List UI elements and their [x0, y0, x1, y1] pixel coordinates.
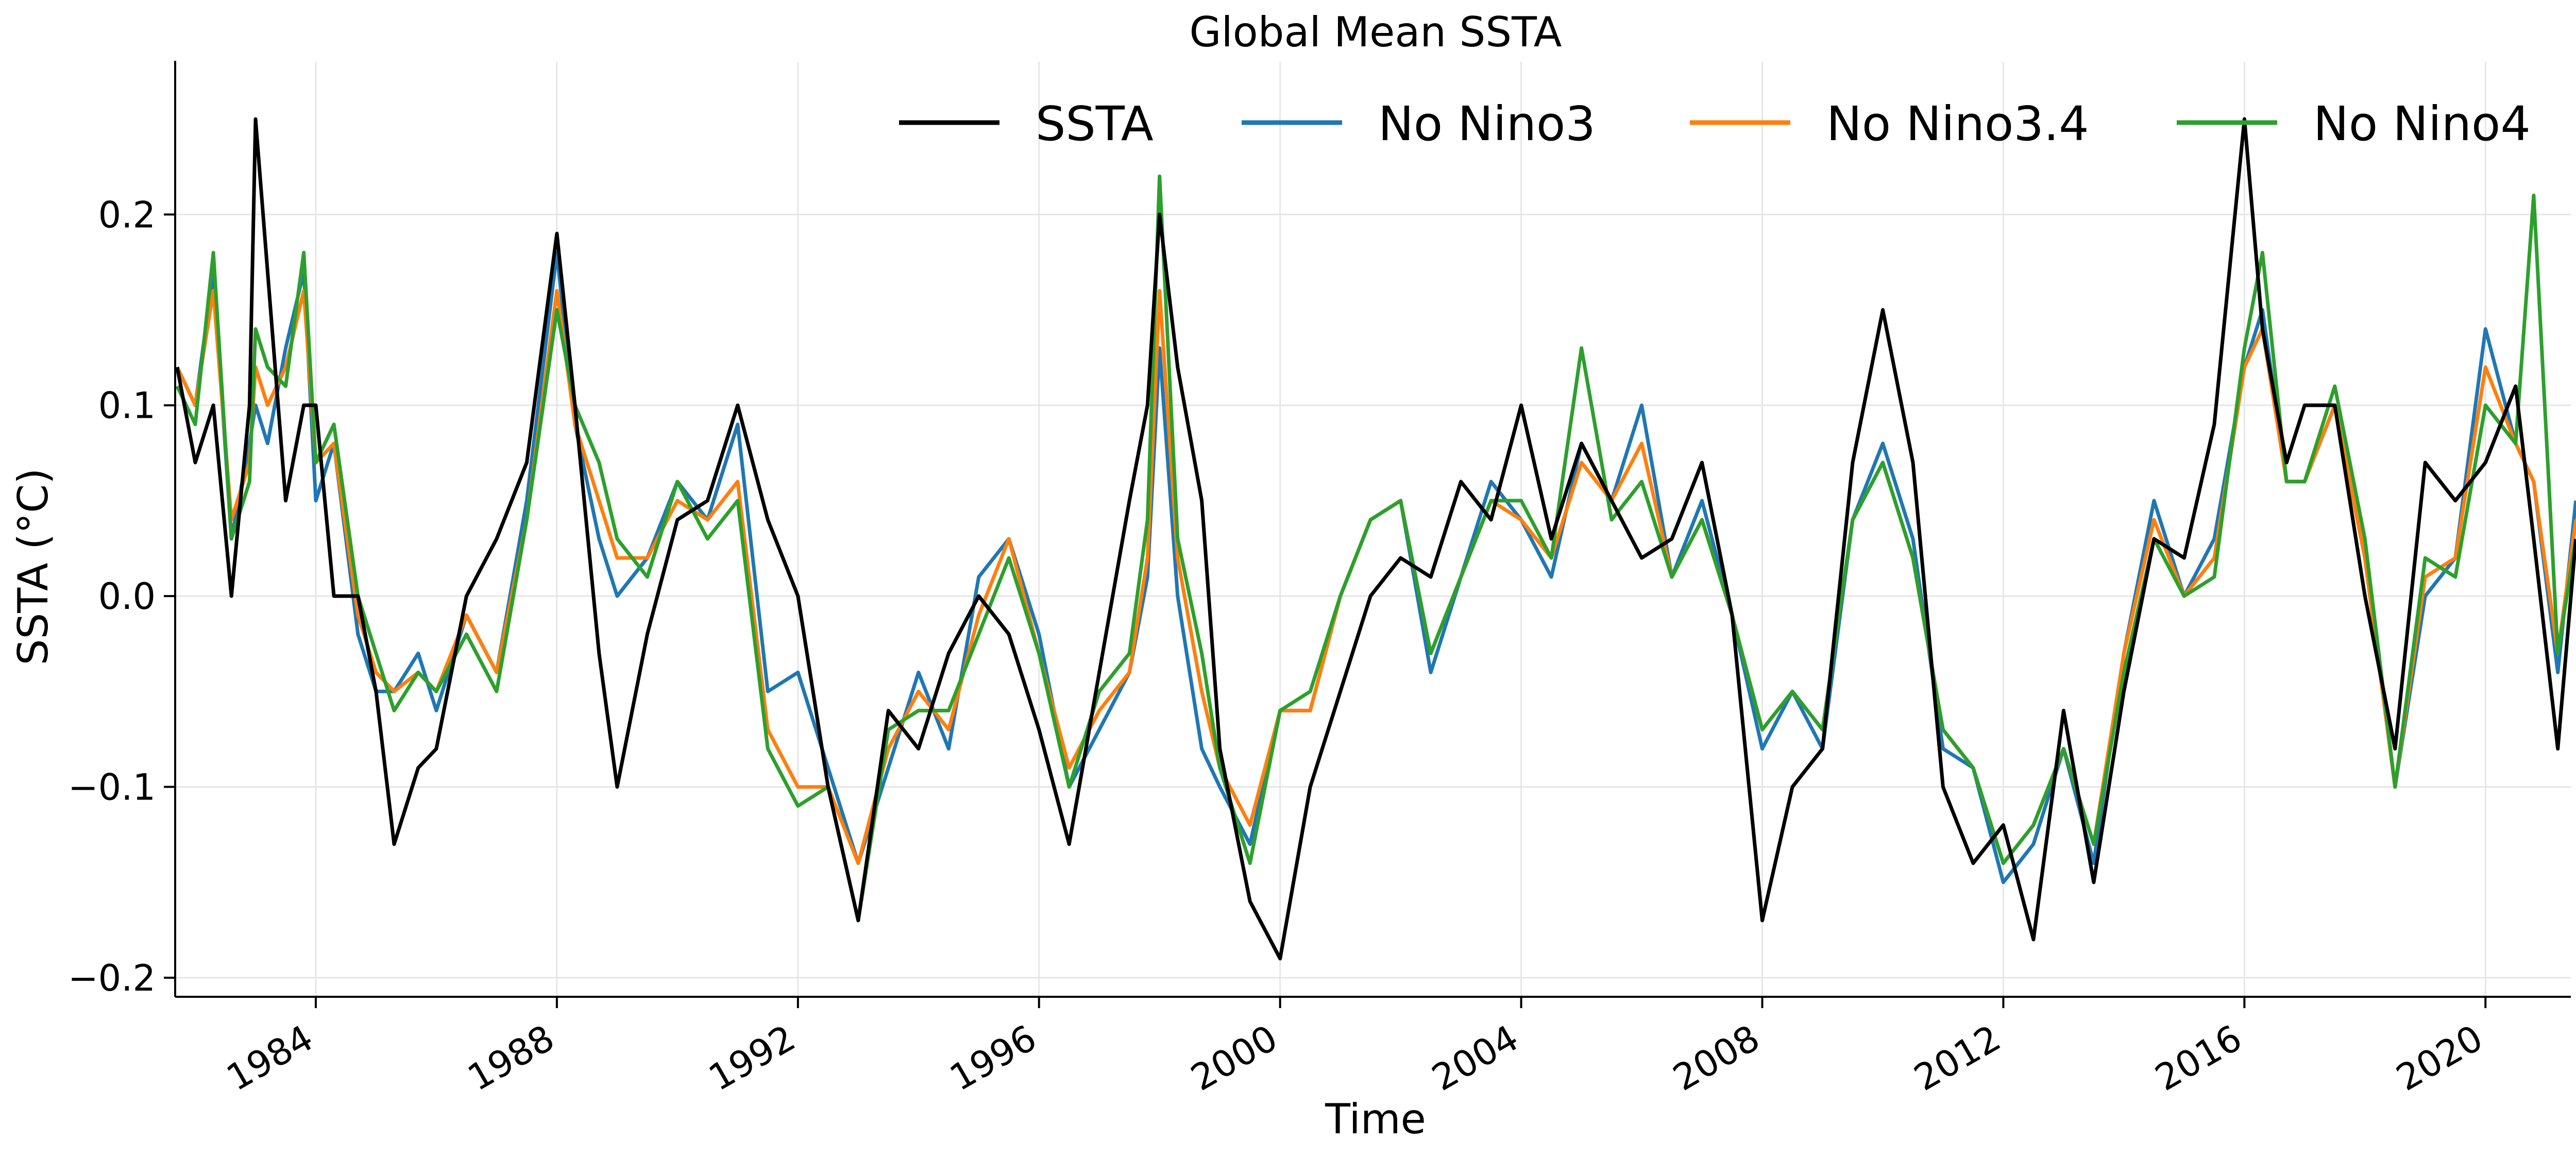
y-tick-label: −0.2: [68, 957, 156, 999]
y-tick-label: 0.1: [98, 385, 156, 427]
x-tick-label: 2020: [2389, 1017, 2489, 1099]
x-axis-label: Time: [1325, 1095, 1426, 1143]
series-line-ssta: [175, 117, 2576, 961]
x-tick-label: 1992: [702, 1017, 802, 1099]
legend: SSTA No Nino3 No Nino3.4 No Nino4: [899, 96, 2531, 151]
x-tick-label: 1988: [461, 1017, 561, 1099]
legend-label-no-nino3-4: No Nino3.4: [1826, 96, 2089, 151]
y-tick-label: 0.2: [98, 194, 156, 236]
x-tick-label: 1984: [219, 1017, 320, 1099]
chart-title: Global Mean SSTA: [1190, 8, 1562, 56]
x-tick-label: 1996: [943, 1017, 1043, 1099]
y-tick-label: 0.0: [98, 575, 156, 618]
series-lines: [175, 117, 2576, 961]
legend-label-no-nino3: No Nino3: [1378, 96, 1596, 151]
gridlines: [175, 62, 2571, 997]
y-axis-label: SSTA (°C): [9, 468, 57, 666]
y-tick-label: −0.1: [68, 767, 156, 809]
x-tick-label: 2000: [1184, 1017, 1284, 1099]
legend-label-ssta: SSTA: [1036, 96, 1154, 151]
x-tick-label: 2016: [2148, 1017, 2249, 1099]
series-line-no-nino4: [175, 174, 2576, 923]
legend-label-no-nino4: No Nino4: [2313, 96, 2531, 151]
x-tick-label: 2012: [1907, 1017, 2008, 1099]
x-tick-label: 2004: [1425, 1017, 1526, 1099]
x-tick-label: 2008: [1666, 1017, 1767, 1099]
axes: [164, 61, 2571, 1008]
